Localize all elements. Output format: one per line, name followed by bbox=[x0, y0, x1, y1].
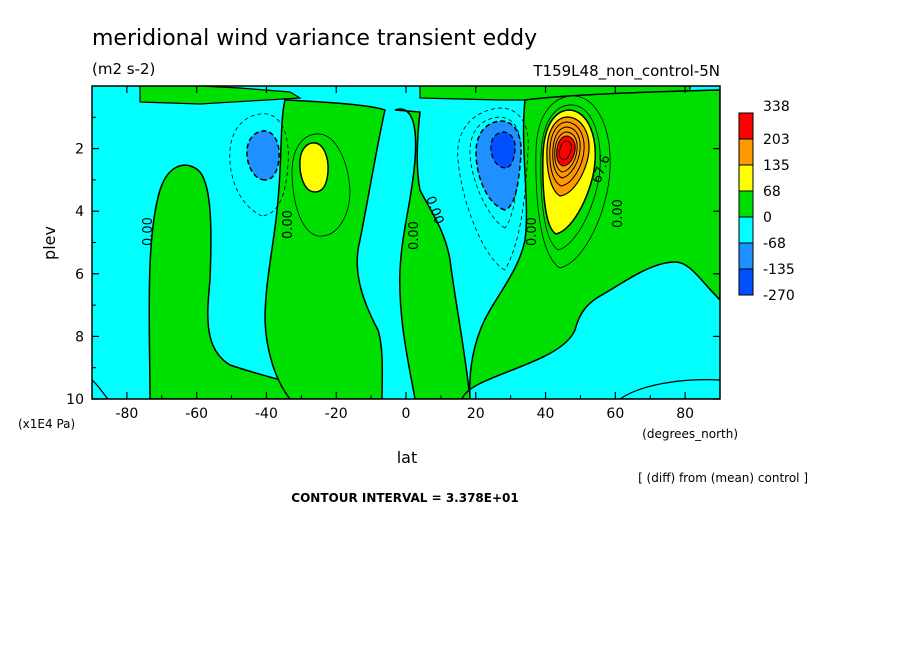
contour-nh-pos-304 bbox=[559, 140, 572, 161]
x-tick-label: 20 bbox=[467, 406, 485, 422]
x-tick-label: 40 bbox=[537, 406, 555, 422]
x-tick-label: -60 bbox=[185, 406, 208, 422]
legend-label: -135 bbox=[763, 262, 795, 278]
y-axis: 2 4 6 8 10 bbox=[66, 116, 720, 408]
x-unit-label: (degrees_north) bbox=[642, 427, 738, 441]
y-tick-label: 6 bbox=[75, 267, 84, 283]
contour-nh-pos-outer-2 bbox=[535, 95, 611, 269]
color-legend: 338 203 135 68 0 -68 -135 -270 bbox=[738, 99, 795, 304]
legend-swatch bbox=[738, 112, 754, 140]
x-tick-label: 0 bbox=[402, 406, 411, 422]
y-tick-label: 8 bbox=[75, 329, 84, 345]
field-sh-pos-core bbox=[299, 142, 329, 193]
legend-label: 203 bbox=[763, 132, 790, 148]
contour-label-sh-midlat: 0.00 bbox=[281, 210, 296, 239]
x-axis-title: lat bbox=[397, 448, 418, 467]
contour-sh-pos-outer bbox=[291, 133, 351, 237]
legend-swatch bbox=[738, 164, 754, 192]
contour-label-nh-lowlat: 0.00 bbox=[525, 217, 540, 246]
chart-title: meridional wind variance transient eddy bbox=[92, 26, 537, 51]
y-unit-label: (x1E4 Pa) bbox=[18, 417, 75, 431]
x-tick-label: -20 bbox=[325, 406, 348, 422]
field-green-north bbox=[461, 89, 720, 399]
legend-label: -270 bbox=[763, 288, 795, 304]
legend-swatch bbox=[738, 268, 754, 296]
legend-label: 68 bbox=[763, 184, 781, 200]
field-green-south-midlat bbox=[264, 99, 386, 399]
y-tick-label: 2 bbox=[75, 142, 84, 158]
contour-nh-pos-169 bbox=[549, 121, 585, 187]
x-tick-label: -80 bbox=[115, 406, 138, 422]
contour-labels: 0.00 0.00 0.00 0.00 0.00 0.00 67.6 bbox=[141, 153, 626, 250]
plot-area bbox=[92, 86, 720, 399]
x-axis: -80 -60 -40 -20 0 20 40 60 80 bbox=[115, 86, 694, 422]
field-sh-neg-core bbox=[246, 130, 280, 181]
legend-swatch bbox=[738, 138, 754, 166]
units-label: (m2 s-2) bbox=[92, 60, 155, 78]
diff-note: [ (diff) from (mean) control ] bbox=[638, 471, 808, 485]
field-green-equator bbox=[394, 108, 471, 399]
y-tick-label: 4 bbox=[75, 204, 84, 220]
legend-label: 0 bbox=[763, 210, 772, 226]
field-nh-neg-core bbox=[490, 131, 516, 169]
contour-label-west: 0.00 bbox=[141, 217, 156, 246]
legend-swatch bbox=[738, 242, 754, 270]
legend-label: 135 bbox=[763, 158, 790, 174]
contour-nh-pos-236 bbox=[554, 131, 578, 173]
contour-nh-neg-outer bbox=[457, 107, 529, 271]
x-tick-label: 80 bbox=[676, 406, 694, 422]
contour-nh-pos-outer-1 bbox=[540, 104, 601, 251]
contour-label-equator: 0.00 bbox=[407, 221, 422, 250]
field-green-west bbox=[148, 164, 331, 399]
y-axis-title: plev bbox=[40, 226, 59, 260]
run-label: T159L48_non_control-5N bbox=[532, 62, 720, 81]
contour-label-nh-highlat: 0.00 bbox=[611, 199, 626, 228]
legend-swatch bbox=[738, 216, 754, 244]
contour-sh-neg-outer bbox=[229, 113, 289, 217]
legend-label: -68 bbox=[763, 236, 786, 252]
x-tick-label: 60 bbox=[606, 406, 624, 422]
legend-swatch bbox=[738, 190, 754, 218]
legend-label: 338 bbox=[763, 99, 790, 115]
y-tick-label: 10 bbox=[66, 392, 84, 408]
x-tick-label: -40 bbox=[255, 406, 278, 422]
contour-interval-label: CONTOUR INTERVAL = 3.378E+01 bbox=[291, 491, 518, 505]
